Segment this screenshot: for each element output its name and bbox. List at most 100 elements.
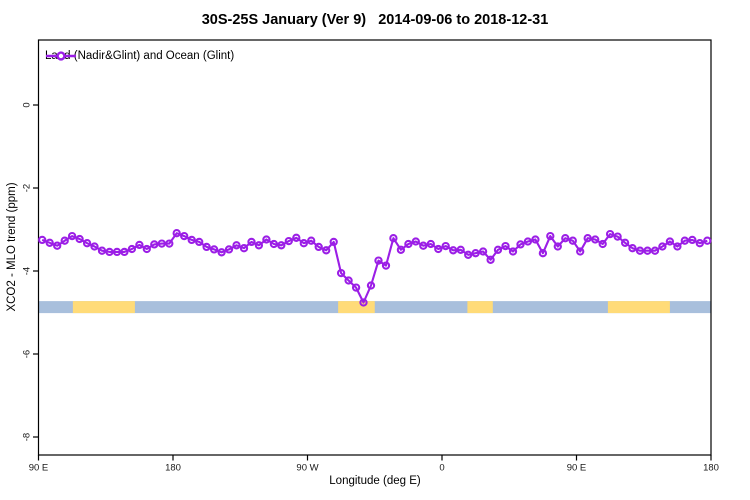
y-axis-title: XCO2 - MLO trend (ppm) — [6, 182, 18, 312]
data-point-marker — [322, 246, 331, 255]
data-point-marker — [464, 250, 473, 259]
data-point-marker — [187, 235, 196, 245]
data-point-marker — [561, 234, 570, 243]
data-point-marker — [695, 239, 704, 248]
data-point-marker — [217, 248, 226, 257]
data-point-marker — [329, 237, 338, 247]
x-tick-label: 0 — [439, 463, 444, 474]
data-point-marker — [568, 236, 577, 245]
data-point-marker — [232, 241, 241, 250]
data-point-marker — [381, 261, 391, 270]
x-tick-label: 180 — [165, 463, 181, 474]
data-point-marker — [591, 235, 600, 244]
data-point-marker — [493, 245, 503, 254]
y-tick-label: -8 — [22, 433, 33, 441]
data-point-marker — [209, 245, 219, 254]
data-point-marker — [665, 237, 675, 246]
x-tick-label: 90 E — [29, 463, 49, 474]
data-point-marker — [650, 246, 660, 255]
data-point-marker — [247, 237, 256, 247]
data-point-marker — [38, 235, 47, 245]
data-point-marker — [658, 242, 667, 251]
x-tick-label: 90 E — [567, 463, 587, 474]
y-tick-label: -4 — [22, 267, 33, 275]
data-point-marker — [688, 235, 697, 245]
x-tick-label: 90 W — [296, 463, 318, 474]
data-point-marker — [45, 238, 54, 247]
data-point-marker — [292, 233, 301, 242]
data-point-marker — [538, 249, 548, 258]
data-point-marker — [673, 242, 682, 251]
data-point-marker — [628, 244, 637, 253]
data-point-marker — [441, 241, 450, 251]
land-band-segment — [607, 301, 670, 314]
data-point-marker — [576, 247, 585, 256]
data-point-marker — [112, 247, 122, 257]
legend: Land (Nadir&Glint) and Ocean (Glint) — [45, 49, 234, 63]
data-point-marker — [314, 242, 323, 252]
data-point-marker — [299, 239, 308, 248]
data-point-marker — [105, 247, 114, 257]
data-point-marker — [366, 281, 376, 290]
data-point-marker — [120, 247, 129, 257]
data-point-marker — [404, 239, 413, 249]
chart-title: 30S-25S January (Ver 9) 2014-09-06 to 20… — [201, 12, 549, 28]
data-point-marker — [165, 239, 174, 248]
data-point-marker — [53, 241, 62, 250]
plot-border — [37, 39, 712, 456]
data-point-marker — [269, 239, 279, 249]
data-point-marker — [277, 241, 286, 250]
legend-marker-sample — [56, 51, 66, 61]
data-point-marker — [643, 246, 652, 255]
land-band-segment — [338, 301, 375, 314]
data-point-marker — [344, 276, 353, 285]
x-axis-title: Longitude (deg E) — [329, 475, 421, 487]
data-point-marker — [82, 239, 92, 248]
data-point-marker — [456, 245, 465, 254]
data-point-marker — [75, 234, 84, 244]
data-point-marker — [157, 239, 166, 248]
data-point-marker — [97, 246, 107, 255]
data-point-marker — [486, 255, 495, 264]
data-point-marker — [680, 236, 689, 245]
data-point-marker — [396, 245, 406, 254]
data-point-marker — [90, 242, 99, 251]
data-point-marker — [127, 244, 137, 254]
data-point-marker — [389, 234, 398, 243]
data-point-marker — [635, 246, 645, 255]
data-point-marker — [583, 234, 592, 243]
data-point-marker — [135, 240, 144, 250]
data-point-marker — [351, 283, 361, 292]
x-tick-label: 180 — [703, 463, 719, 474]
data-point-marker — [605, 229, 615, 239]
data-point-marker — [195, 237, 204, 247]
legend-swatch — [46, 51, 76, 61]
data-point-marker — [434, 244, 443, 254]
data-point-marker — [239, 244, 249, 253]
data-point-marker — [419, 241, 428, 250]
y-tick-label: -6 — [22, 350, 33, 358]
data-point-marker — [553, 242, 562, 251]
data-point-marker — [449, 246, 458, 255]
trend-line — [41, 232, 708, 304]
data-point-marker — [546, 231, 555, 241]
y-tick-label: -2 — [22, 184, 33, 192]
data-point-marker — [471, 249, 480, 258]
data-point-marker — [60, 236, 69, 245]
data-point-marker — [598, 239, 607, 249]
data-point-marker — [336, 268, 346, 278]
data-point-marker — [224, 245, 234, 254]
data-point-marker — [523, 237, 533, 246]
data-point-marker — [202, 242, 211, 252]
data-point-marker — [620, 238, 630, 247]
data-point-marker — [508, 247, 518, 256]
data-point-marker — [411, 237, 420, 246]
data-point-marker — [516, 240, 525, 249]
land-band-segment — [72, 301, 135, 314]
data-point-marker — [172, 229, 181, 238]
data-point-marker — [180, 231, 189, 241]
data-point-marker — [262, 235, 271, 244]
data-point-marker — [374, 256, 383, 265]
data-point-marker — [703, 236, 712, 245]
